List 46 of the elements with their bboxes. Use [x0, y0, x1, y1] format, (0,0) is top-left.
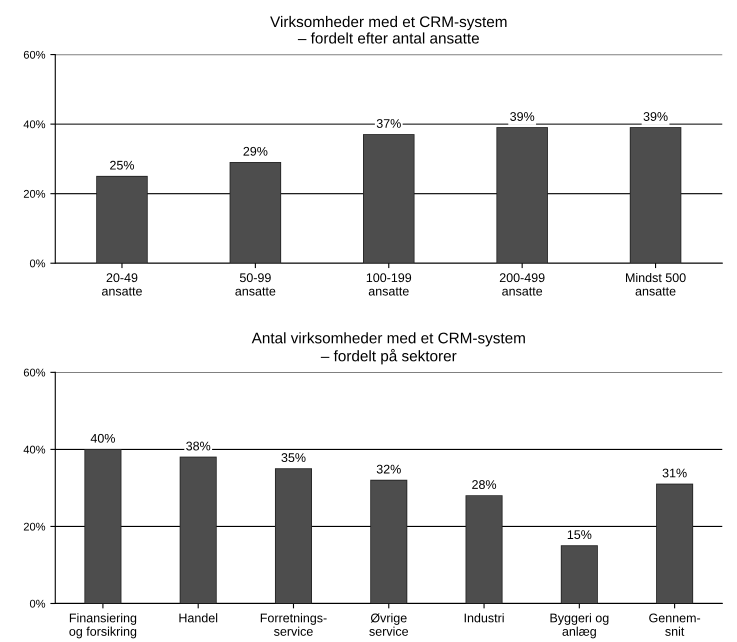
- y-tick-label: 40%: [24, 120, 46, 128]
- data-label: 31%: [662, 468, 687, 478]
- data-label: 40%: [90, 434, 115, 443]
- bar: [466, 495, 503, 604]
- x-tick-label: 20-49 ansatte: [102, 273, 142, 296]
- bar: [363, 134, 415, 264]
- bar: [84, 448, 122, 604]
- data-label: 39%: [644, 112, 668, 121]
- chart-title: Antal virksomheder med et CRM-system – fordelt på sektorer: [252, 332, 525, 364]
- bar: [630, 127, 682, 264]
- data-label: 35%: [281, 453, 306, 462]
- bar: [656, 484, 694, 604]
- y-tick-label: 60%: [24, 368, 46, 376]
- bar: [496, 127, 548, 264]
- x-tick-label: 100-199 ansatte: [366, 273, 412, 296]
- x-tick-label: Byggeri og anlæg: [550, 613, 608, 638]
- x-tick-label: 50-99 ansatte: [235, 273, 276, 296]
- x-tick-label: Gennem- snit: [649, 614, 700, 636]
- data-label: 25%: [110, 160, 134, 170]
- data-label: 39%: [510, 112, 534, 121]
- data-label: 28%: [472, 480, 496, 489]
- bar: [560, 545, 598, 604]
- x-tick-label: Øvrige service: [369, 613, 408, 636]
- bar: [274, 468, 312, 604]
- y-tick-label: 20%: [24, 190, 46, 198]
- data-label: 38%: [186, 442, 210, 450]
- bar: [230, 162, 282, 264]
- data-label: 32%: [376, 464, 401, 474]
- data-label: 29%: [243, 146, 268, 156]
- data-label: 15%: [568, 530, 592, 540]
- bar: [180, 456, 217, 604]
- chart-title: Virksomheder med et CRM-system – fordelt efter antal ansatte: [270, 16, 506, 44]
- y-tick-label: 0%: [30, 600, 46, 608]
- bar: [370, 480, 408, 604]
- x-tick-label: Mindst 500 ansatte: [626, 272, 686, 296]
- x-tick-label: Finansiering og forsikring: [69, 613, 136, 638]
- y-tick-label: 60%: [24, 50, 46, 59]
- x-tick-label: Forretnings- service: [260, 613, 327, 636]
- data-label: 37%: [376, 119, 401, 128]
- x-tick-label: 200-499 ansatte: [500, 273, 545, 296]
- x-tick-label: Handel: [179, 613, 218, 622]
- y-tick-label: 0%: [30, 259, 46, 268]
- bar: [96, 176, 148, 264]
- x-tick-label: Industri: [464, 613, 504, 622]
- y-tick-label: 40%: [24, 446, 46, 454]
- y-tick-label: 20%: [24, 522, 46, 531]
